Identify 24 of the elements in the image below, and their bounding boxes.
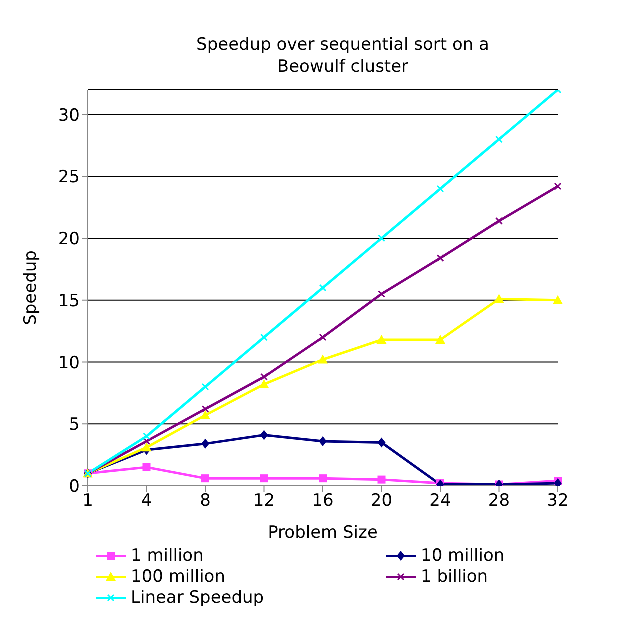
y-axis-title: Speedup — [21, 250, 42, 326]
y-tick-label: 15 — [58, 291, 80, 312]
y-tick-label: 10 — [58, 353, 80, 374]
legend-label: 1 billion — [421, 567, 488, 587]
chart-title: Speedup over sequential sort on a Beowulf cluster — [196, 34, 490, 78]
legend-label: Linear Speedup — [131, 588, 264, 608]
y-tick-label: 20 — [58, 230, 80, 250]
x-tick-label: 12 — [253, 491, 276, 512]
y-tick-label: 25 — [58, 168, 80, 188]
legend-label: 1 million — [131, 546, 204, 566]
x-tick-label: 8 — [200, 491, 211, 512]
legend-label: 100 million — [131, 567, 226, 587]
x-tick-label: 28 — [488, 491, 510, 512]
legend-label: 10 million — [421, 546, 505, 566]
x-tick-label: 20 — [370, 491, 393, 512]
x-tick-label: 32 — [547, 491, 569, 512]
x-tick-label: 1 — [82, 491, 94, 512]
x-tick-label: 16 — [312, 491, 334, 512]
x-tick-label: 24 — [430, 491, 452, 512]
y-tick-label: 0 — [69, 477, 80, 498]
x-tick-label: 4 — [141, 491, 152, 512]
x-axis-title: Problem Size — [268, 523, 378, 543]
y-tick-label: 5 — [69, 415, 80, 436]
y-tick-label: 30 — [58, 106, 80, 126]
